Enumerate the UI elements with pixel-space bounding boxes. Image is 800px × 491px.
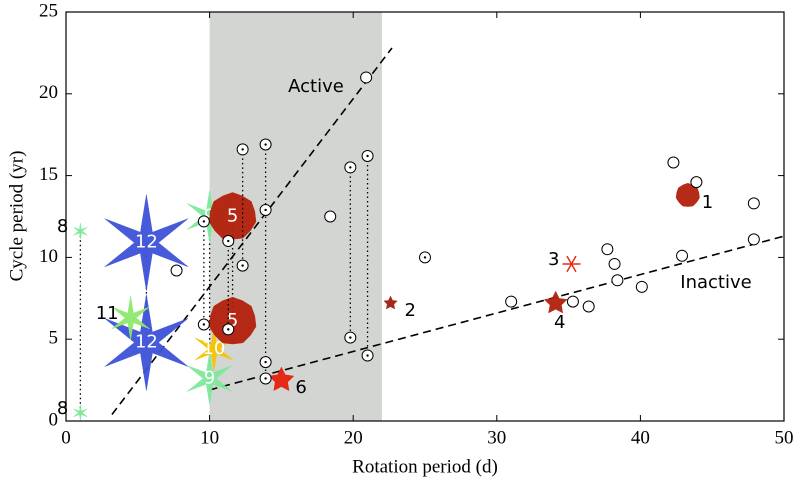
point-center [241, 148, 244, 151]
x-tick-label: 50 [775, 427, 794, 448]
x-tick-label: 20 [344, 427, 363, 448]
point [635, 280, 648, 293]
x-tick-label: 30 [487, 427, 506, 448]
marker-label: 12 [135, 232, 158, 253]
point [566, 295, 579, 308]
y-tick-label: 10 [39, 246, 58, 267]
x-tick-label: 0 [61, 427, 71, 448]
x-axis-label: Rotation period (d) [352, 456, 498, 477]
marker-label: 3 [548, 249, 559, 270]
marker [111, 295, 150, 340]
marker [73, 404, 88, 421]
point-center [202, 323, 206, 326]
marker [383, 295, 398, 310]
point [747, 197, 760, 210]
marker [268, 366, 295, 392]
point-center [227, 328, 230, 331]
point [747, 233, 760, 246]
marker-label: 8 [57, 398, 68, 419]
point [582, 300, 595, 313]
point-center [202, 220, 206, 223]
point-center [366, 154, 369, 158]
point [667, 156, 680, 169]
point [324, 210, 337, 223]
marker-label: 10 [202, 338, 225, 359]
fit-label: Active [288, 76, 344, 97]
point-center [241, 264, 244, 267]
x-tick-label: 40 [631, 427, 650, 448]
point [690, 176, 703, 189]
marker [73, 223, 88, 240]
point [360, 71, 373, 84]
y-tick-label: 25 [39, 0, 58, 21]
y-tick-label: 15 [39, 164, 58, 185]
point [170, 264, 183, 277]
point [611, 274, 624, 287]
marker [543, 290, 568, 314]
marker [186, 352, 233, 405]
point-center [423, 256, 427, 259]
point-center [264, 377, 267, 380]
marker-label: 9 [204, 367, 215, 388]
point-center [366, 354, 369, 357]
point [676, 249, 689, 262]
marker-label: 1 [702, 192, 713, 213]
y-tick-label: 20 [39, 82, 58, 103]
marker-label: 2 [405, 300, 416, 321]
y-tick-label: 5 [49, 328, 59, 349]
point-center [264, 208, 267, 212]
x-tick-label: 10 [200, 427, 219, 448]
point-center [264, 360, 267, 364]
fit-label: Inactive [680, 272, 751, 293]
marker-label: 12 [135, 331, 158, 352]
marker [675, 182, 700, 207]
marker [104, 194, 189, 291]
marker-label: 6 [295, 377, 306, 398]
y-tick-label: 0 [49, 409, 59, 430]
marker [562, 255, 581, 273]
point [601, 243, 614, 256]
marker-label: 8 [57, 216, 68, 237]
point [505, 295, 518, 308]
point-center [349, 166, 352, 169]
marker-label: 5 [227, 310, 238, 331]
marker-label: 11 [96, 303, 119, 324]
marker-label: 4 [554, 312, 565, 333]
y-axis-label: Cycle period (yr) [6, 151, 27, 282]
point-center [227, 239, 230, 243]
fit-line [209, 235, 785, 391]
point [608, 257, 621, 270]
marker [208, 296, 257, 345]
plot-frame [65, 11, 785, 422]
marker [104, 294, 189, 391]
point-center [349, 336, 352, 339]
point-center [264, 143, 267, 146]
marker-label: 5 [227, 206, 238, 227]
fit-line [111, 47, 393, 415]
